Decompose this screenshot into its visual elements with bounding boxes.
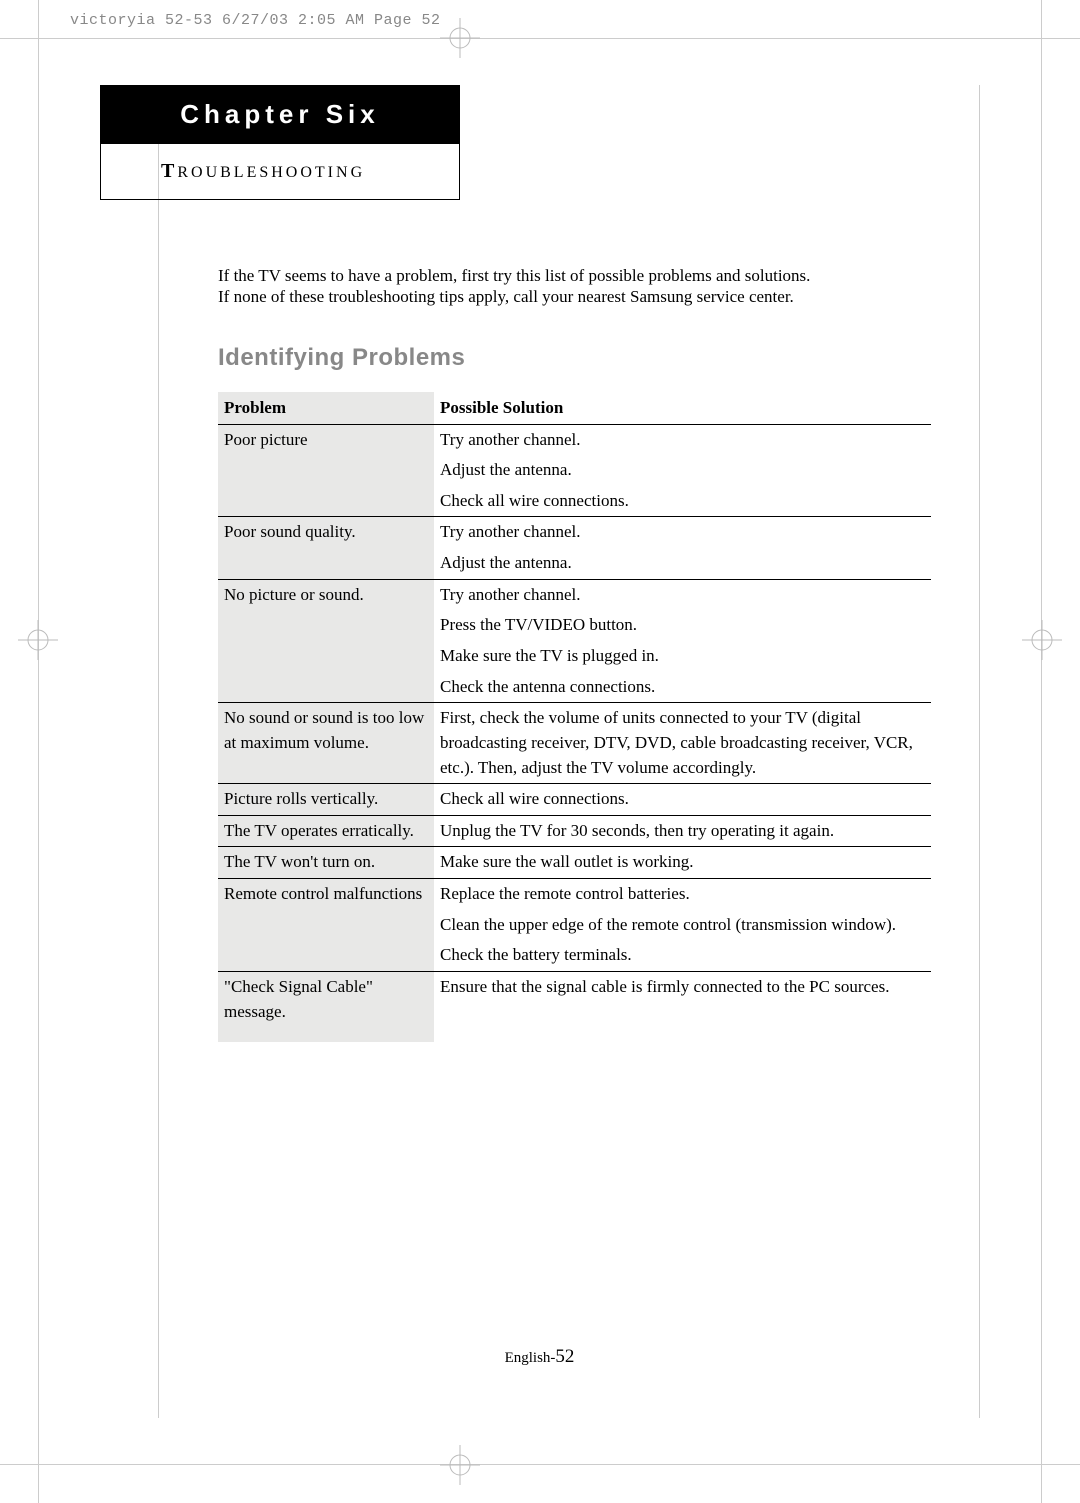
- content-area: If the TV seems to have a problem, first…: [218, 265, 931, 1042]
- troubleshooting-table: Problem Possible Solution Poor pictureTr…: [218, 392, 931, 1043]
- solution-cell: Press the TV/VIDEO button.: [434, 610, 931, 641]
- registration-mark-bottom: [440, 1445, 480, 1485]
- print-slug: victoryia 52-53 6/27/03 2:05 AM Page 52: [70, 12, 441, 29]
- solution-cell: Ensure that the signal cable is firmly c…: [434, 972, 931, 1043]
- solution-cell: Unplug the TV for 30 seconds, then try o…: [434, 815, 931, 847]
- registration-mark-left: [18, 620, 58, 660]
- solution-cell: Replace the remote control batteries.: [434, 879, 931, 910]
- problem-cell: Poor picture: [218, 424, 434, 517]
- problem-cell: The TV won't turn on.: [218, 847, 434, 879]
- problem-cell: No sound or sound is too low at maximum …: [218, 703, 434, 784]
- table-header-row: Problem Possible Solution: [218, 392, 931, 425]
- table-row: Remote control malfunctionsReplace the r…: [218, 879, 931, 910]
- chapter-subtitle-cap: T: [161, 160, 177, 182]
- chapter-subtitle-rest: ROUBLESHOOTING: [177, 164, 365, 181]
- chapter-subtitle-box: TROUBLESHOOTING: [100, 144, 460, 200]
- crop-mark-top: [0, 38, 1080, 39]
- table-header-solution: Possible Solution: [434, 392, 931, 425]
- solution-cell: Try another channel.: [434, 579, 931, 610]
- table-row: No sound or sound is too low at maximum …: [218, 703, 931, 784]
- table-row: Picture rolls vertically.Check all wire …: [218, 784, 931, 816]
- chapter-subtitle: TROUBLESHOOTING: [161, 164, 365, 181]
- solution-cell: Try another channel.: [434, 517, 931, 548]
- intro-paragraph: If the TV seems to have a problem, first…: [218, 265, 931, 308]
- problem-cell: "Check Signal Cable" message.: [218, 972, 434, 1043]
- solution-cell: Adjust the antenna.: [434, 548, 931, 579]
- solution-cell: Check all wire connections.: [434, 486, 931, 517]
- problem-cell: Poor sound quality.: [218, 517, 434, 579]
- solution-cell: First, check the volume of units connect…: [434, 703, 931, 784]
- solution-cell: Check the battery terminals.: [434, 940, 931, 971]
- registration-mark-top: [440, 18, 480, 58]
- intro-line-2: If none of these troubleshooting tips ap…: [218, 287, 794, 306]
- solution-cell: Check the antenna connections.: [434, 672, 931, 703]
- table-row: The TV won't turn on.Make sure the wall …: [218, 847, 931, 879]
- page-footer: English-52: [100, 1346, 979, 1368]
- problem-cell: Picture rolls vertically.: [218, 784, 434, 816]
- solution-cell: Make sure the wall outlet is working.: [434, 847, 931, 879]
- problem-cell: The TV operates erratically.: [218, 815, 434, 847]
- section-heading: Identifying Problems: [218, 344, 931, 372]
- chapter-title: Chapter Six: [100, 85, 460, 144]
- inner-margin-guide: [158, 85, 159, 1418]
- problem-cell: No picture or sound.: [218, 579, 434, 703]
- problem-cell: Remote control malfunctions: [218, 879, 434, 972]
- solution-cell: Make sure the TV is plugged in.: [434, 641, 931, 672]
- footer-page-number: 52: [555, 1346, 574, 1367]
- crop-mark-bottom: [0, 1464, 1080, 1465]
- table-row: The TV operates erratically.Unplug the T…: [218, 815, 931, 847]
- chapter-header: Chapter Six TROUBLESHOOTING: [100, 85, 460, 200]
- solution-cell: Try another channel.: [434, 424, 931, 455]
- page-frame: Chapter Six TROUBLESHOOTING If the TV se…: [100, 85, 980, 1418]
- solution-cell: Clean the upper edge of the remote contr…: [434, 910, 931, 941]
- registration-mark-right: [1022, 620, 1062, 660]
- table-header-problem: Problem: [218, 392, 434, 425]
- table-row: Poor pictureTry another channel.: [218, 424, 931, 455]
- intro-line-1: If the TV seems to have a problem, first…: [218, 266, 810, 285]
- table-row: No picture or sound.Try another channel.: [218, 579, 931, 610]
- table-row: Poor sound quality.Try another channel.: [218, 517, 931, 548]
- solution-cell: Check all wire connections.: [434, 784, 931, 816]
- table-row: "Check Signal Cable" message.Ensure that…: [218, 972, 931, 1043]
- crop-mark-right: [1041, 0, 1042, 1503]
- crop-mark-left: [38, 0, 39, 1503]
- solution-cell: Adjust the antenna.: [434, 455, 931, 486]
- footer-language: English-: [505, 1350, 556, 1366]
